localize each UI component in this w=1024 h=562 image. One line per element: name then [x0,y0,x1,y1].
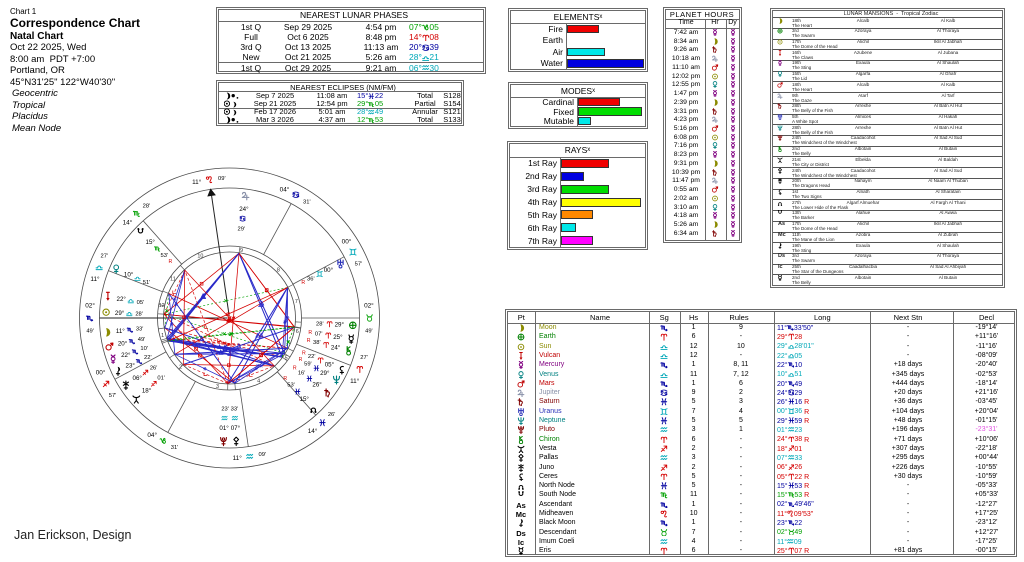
svg-text:R: R [169,259,173,265]
svg-text:10: 10 [197,253,203,259]
svg-text:57': 57' [355,262,363,268]
svg-text:10': 10' [140,346,148,352]
svg-text:02°: 02° [364,302,374,310]
svg-text:3: 3 [216,384,219,390]
svg-text:8: 8 [277,267,280,273]
svg-text:23°: 23° [126,363,136,370]
svg-text:27': 27' [360,355,368,361]
svg-text:04°: 04° [147,431,157,439]
svg-text:00°: 00° [342,237,352,245]
svg-text:29°: 29° [115,310,125,317]
svg-text:51': 51' [143,280,151,286]
svg-text:R: R [307,338,311,344]
svg-text:15°: 15° [146,239,156,246]
svg-text:26': 26' [150,365,158,371]
svg-text:9: 9 [240,248,243,254]
svg-text:04°: 04° [280,185,290,193]
svg-text:29°: 29° [335,322,345,329]
svg-text:22': 22' [144,355,152,361]
svg-text:33': 33' [231,406,239,412]
svg-text:31': 31' [303,199,311,205]
svg-text:02°: 02° [85,302,95,310]
svg-text:07': 07' [315,332,323,338]
svg-text:18°: 18° [142,387,152,394]
svg-text:11°: 11° [350,377,360,385]
svg-text:R: R [283,376,287,382]
svg-text:11°: 11° [90,275,100,283]
svg-text:R: R [308,330,312,336]
svg-text:R: R [302,350,306,356]
svg-text:6: 6 [296,329,299,335]
svg-text:24°: 24° [331,344,341,351]
svg-text:12: 12 [159,303,165,309]
svg-text:1: 1 [161,333,164,339]
svg-text:24°: 24° [239,206,249,213]
svg-text:22°: 22° [117,296,127,303]
svg-text:28': 28' [135,312,143,318]
svg-text:01': 01' [157,375,165,381]
svg-text:28': 28' [143,203,151,209]
svg-text:01°: 01° [219,425,229,432]
svg-text:R: R [299,357,303,363]
svg-text:11°: 11° [116,328,125,335]
svg-text:00°: 00° [324,267,334,274]
svg-text:22°: 22° [121,352,131,359]
svg-text:49': 49' [365,329,373,335]
svg-text:11°: 11° [192,178,202,186]
svg-text:28': 28' [316,321,324,327]
svg-text:49': 49' [86,329,94,335]
svg-text:14°: 14° [123,218,133,226]
svg-text:16': 16' [298,371,306,377]
svg-text:49': 49' [138,337,146,343]
svg-text:06°: 06° [133,375,143,382]
svg-text:7: 7 [295,299,298,305]
svg-text:07°: 07° [231,425,241,432]
svg-text:22': 22' [308,354,316,360]
svg-text:29': 29' [238,226,246,232]
svg-text:4: 4 [257,379,260,385]
svg-text:57': 57' [109,393,117,399]
svg-text:09': 09' [218,176,226,182]
svg-text:29°: 29° [320,370,330,377]
svg-text:14°: 14° [308,427,318,435]
svg-text:27': 27' [101,253,109,259]
svg-text:53': 53' [287,382,295,388]
svg-text:11°: 11° [233,454,243,462]
svg-text:15°: 15° [300,396,310,403]
svg-text:53': 53' [161,253,169,259]
svg-text:26°: 26° [312,382,322,389]
svg-text:33': 33' [136,327,144,333]
svg-text:38': 38' [313,340,321,346]
svg-text:10°: 10° [124,271,134,278]
svg-text:31': 31' [171,445,179,451]
svg-text:05': 05' [137,300,145,306]
svg-text:20°: 20° [118,341,128,348]
svg-text:09': 09' [259,452,267,458]
svg-text:00°: 00° [96,369,106,377]
svg-text:05°: 05° [325,361,335,368]
svg-text:5: 5 [285,356,288,362]
svg-text:26': 26' [328,412,336,418]
svg-text:R: R [301,280,305,286]
svg-text:R: R [293,366,297,372]
svg-text:11: 11 [170,277,176,283]
svg-text:36': 36' [307,276,315,282]
svg-text:25°: 25° [333,334,343,341]
svg-text:23': 23' [221,406,229,412]
svg-text:59': 59' [304,361,312,367]
